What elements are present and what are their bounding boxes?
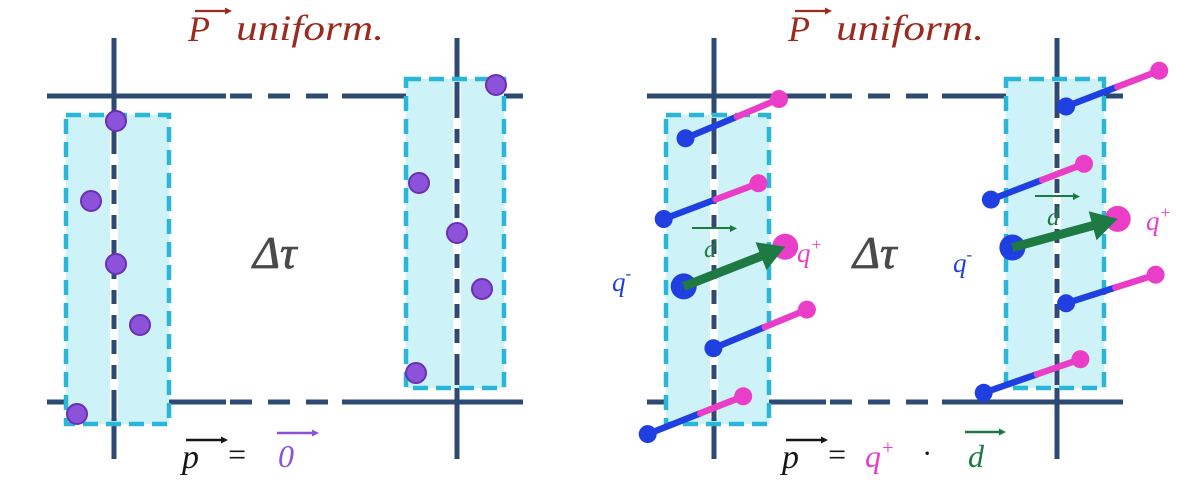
svg-text:=: = (826, 436, 848, 472)
svg-text:p: p (180, 439, 199, 476)
svg-text:uniform.: uniform. (236, 8, 384, 48)
svg-text:d: d (1047, 204, 1060, 231)
svg-text:p: p (780, 439, 799, 476)
svg-text:0: 0 (278, 438, 294, 474)
svg-text:Δτ: Δτ (851, 227, 898, 278)
svg-text:=: = (226, 436, 248, 472)
svg-text:d: d (704, 236, 717, 263)
svg-text:Δτ: Δτ (251, 227, 298, 278)
svg-text:uniform.: uniform. (836, 8, 984, 48)
svg-text:·: · (923, 437, 931, 470)
svg-text:d: d (968, 438, 985, 474)
svg-text:P: P (787, 9, 810, 49)
svg-text:P: P (187, 9, 210, 49)
